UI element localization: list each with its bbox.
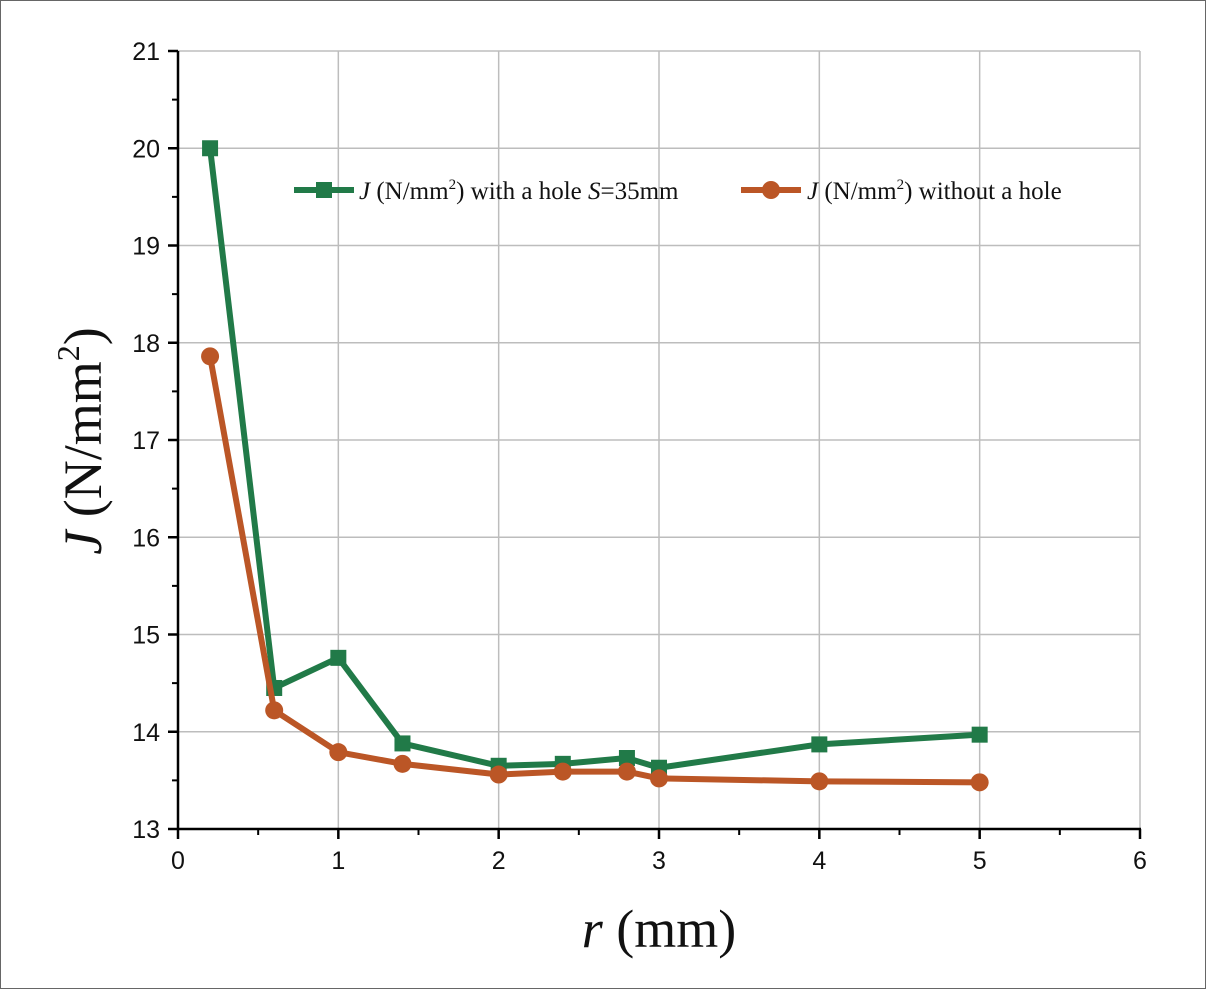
data-point-without-hole	[650, 769, 668, 788]
x-tick-label: 6	[1133, 847, 1147, 875]
y-tick-label: 21	[132, 38, 160, 66]
data-point-with-hole	[971, 726, 988, 743]
axes: 0 1 2 3 4 5 6 13 14 15 16 17 18 19 20 21	[132, 38, 1147, 875]
y-tick-label: 15	[132, 622, 160, 650]
x-tick-label: 2	[492, 847, 506, 875]
data-point-with-hole	[202, 140, 219, 157]
data-point-without-hole	[810, 772, 829, 791]
series-group	[201, 140, 989, 792]
data-point-without-hole	[393, 754, 412, 773]
x-axis-title: r (mm)	[582, 899, 737, 959]
series-line-without-hole	[207, 355, 980, 786]
data-point-without-hole	[329, 743, 348, 762]
y-tick-label: 16	[132, 524, 160, 552]
x-tick-label: 0	[171, 847, 185, 875]
y-tick-label: 17	[132, 427, 160, 455]
y-tick-label: 20	[132, 135, 160, 163]
legend-marker-circle	[762, 181, 780, 199]
y-tick-label: 14	[132, 719, 160, 747]
data-point-without-hole	[265, 701, 284, 720]
data-point-with-hole	[811, 736, 828, 753]
data-point-without-hole	[617, 762, 636, 781]
data-point-with-hole	[618, 750, 635, 767]
y-axis-title: J (N/mm2)	[50, 327, 113, 554]
x-tick-label: 1	[331, 847, 345, 875]
series-line-with-hole	[207, 147, 980, 771]
grid	[178, 50, 1141, 829]
x-tick-label: 5	[973, 847, 987, 875]
y-tick-label: 13	[132, 816, 160, 844]
data-point-without-hole	[489, 765, 508, 784]
data-point-without-hole	[201, 347, 220, 366]
x-tick-label: 3	[652, 847, 666, 875]
data-point-with-hole	[394, 735, 411, 752]
legend-label-with-hole: J (N/mm2) with a hole S=35mm	[359, 177, 679, 205]
y-tick-label: 19	[132, 233, 160, 261]
legend-label-without-hole: J (N/mm2) without a hole	[807, 177, 1062, 205]
legend: J (N/mm2) with a hole S=35mm J (N/mm2) w…	[294, 177, 1062, 205]
legend-marker-square	[316, 182, 332, 198]
data-point-without-hole	[970, 773, 989, 792]
data-point-without-hole	[553, 762, 572, 781]
y-tick-label: 18	[132, 330, 160, 358]
x-tick-label: 4	[812, 847, 826, 875]
data-point-with-hole	[330, 649, 347, 666]
